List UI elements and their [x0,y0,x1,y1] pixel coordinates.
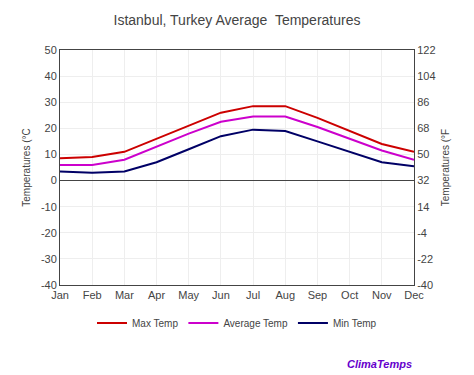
svg-text:Temperatures (°C: Temperatures (°C [21,128,32,206]
svg-text:68: 68 [417,122,429,134]
svg-text:-10: -10 [41,201,57,213]
svg-text:50: 50 [417,148,429,160]
svg-text:0: 0 [51,174,57,186]
svg-text:-4: -4 [417,227,427,239]
svg-text:Aug: Aug [275,289,295,301]
svg-text:-30: -30 [41,253,57,265]
svg-text:104: 104 [417,70,435,82]
svg-text:Apr: Apr [148,289,165,301]
svg-text:32: 32 [417,174,429,186]
svg-text:Dec: Dec [404,289,424,301]
svg-text:Jan: Jan [51,289,69,301]
svg-text:Feb: Feb [83,289,102,301]
svg-text:50: 50 [45,44,57,56]
svg-text:Oct: Oct [341,289,358,301]
svg-text:Jul: Jul [246,289,260,301]
svg-text:-20: -20 [41,227,57,239]
svg-text:20: 20 [45,122,57,134]
svg-text:10: 10 [45,148,57,160]
svg-text:May: May [178,289,199,301]
svg-text:40: 40 [45,70,57,82]
svg-text:-40: -40 [41,279,57,291]
svg-text:122: 122 [417,44,435,56]
svg-text:Istanbul, Turkey Average Temp: Istanbul, Turkey Average Temperatures [114,12,361,28]
svg-text:Max Temp: Max Temp [132,318,178,329]
svg-text:-40: -40 [417,279,433,291]
svg-text:-22: -22 [417,253,433,265]
svg-text:ClimaTemps: ClimaTemps [347,358,412,370]
svg-text:Sep: Sep [308,289,328,301]
svg-text:Jun: Jun [212,289,230,301]
svg-text:14: 14 [417,201,429,213]
svg-text:Temperatures (°F: Temperatures (°F [440,129,451,206]
svg-text:Average Temp: Average Temp [223,318,288,329]
svg-text:30: 30 [45,96,57,108]
svg-text:Min Temp: Min Temp [333,318,377,329]
svg-text:Mar: Mar [115,289,134,301]
svg-text:Nov: Nov [372,289,392,301]
svg-text:86: 86 [417,96,429,108]
